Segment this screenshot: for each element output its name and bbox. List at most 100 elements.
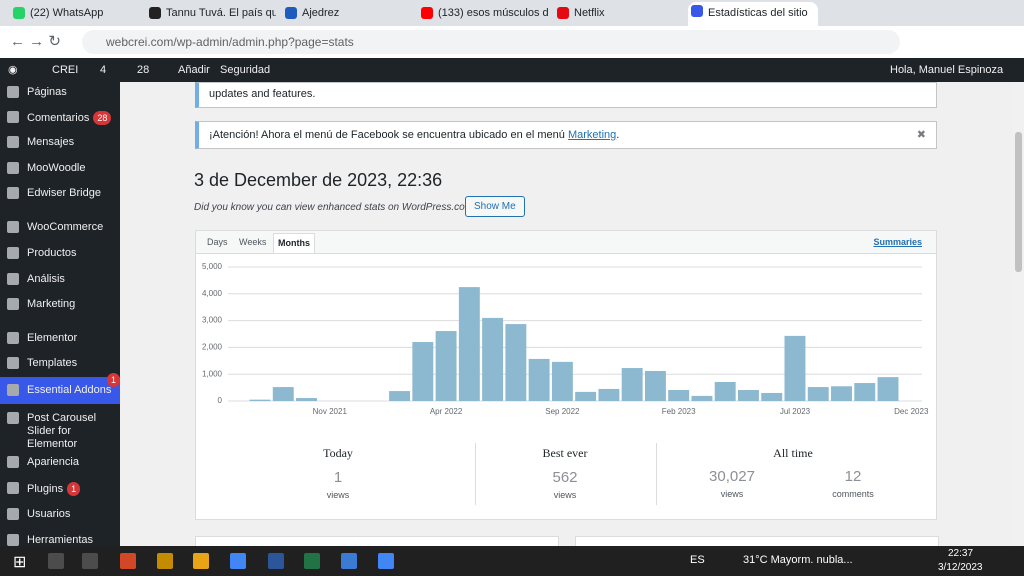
divider	[656, 443, 657, 505]
menu-badge: 1	[67, 482, 81, 496]
menu-icon	[7, 111, 19, 123]
bar	[528, 358, 550, 401]
wp-logo[interactable]: ◉	[8, 64, 18, 76]
admin-bar: ◉ CREI 4 28 Añadir Seguridad Hola, Manue…	[0, 58, 1024, 82]
site-name[interactable]: CREI	[52, 64, 79, 76]
tab-icon	[691, 5, 703, 17]
bar	[807, 387, 829, 401]
taskbar-icon[interactable]	[304, 553, 320, 569]
tab-icon	[13, 7, 25, 19]
greeting[interactable]: Hola, Manuel Espinoza	[890, 64, 1004, 76]
taskbar-icon[interactable]	[230, 553, 246, 569]
summaries-link[interactable]: Summaries	[873, 237, 922, 247]
bar	[389, 391, 411, 401]
menu-icon	[7, 412, 19, 424]
menu-icon	[7, 136, 19, 148]
bar	[435, 331, 457, 401]
menu-item[interactable]: Templates	[0, 357, 120, 370]
tab-title: Tannu Tuvá. El país qu	[166, 7, 276, 19]
updates[interactable]: 4	[100, 64, 107, 76]
scrollbar[interactable]	[1013, 82, 1024, 546]
security[interactable]: Seguridad	[220, 64, 271, 76]
date[interactable]: 3/12/2023	[938, 562, 983, 573]
taskbar-icon[interactable]	[193, 553, 209, 569]
address-row: ← → ↻ webcrei.com/wp-admin/admin.php?pag…	[0, 26, 1024, 59]
bar	[458, 287, 480, 401]
taskbar-icon[interactable]	[268, 553, 284, 569]
clock[interactable]: 22:37	[948, 548, 974, 559]
browser-tab[interactable]: Netflix	[554, 4, 684, 26]
menu-label: Páginas	[27, 86, 67, 98]
value: 562	[552, 469, 578, 486]
today: Today 1 views	[288, 446, 388, 500]
all-time-views: 30,027 views	[682, 468, 782, 499]
period-tab[interactable]: Months	[273, 233, 315, 253]
menu-item[interactable]: Mensajes	[0, 136, 120, 149]
menu-item[interactable]: Comentarios 28	[0, 111, 120, 125]
browser-tab[interactable]: Ajedrez	[282, 4, 412, 26]
y-tick-label: 1,000	[202, 369, 223, 378]
y-tick-label: 3,000	[202, 316, 223, 325]
bar	[621, 368, 643, 401]
menu-item[interactable]: WooCommerce	[0, 221, 120, 234]
menu-item[interactable]: Edwiser Bridge	[0, 187, 120, 200]
tab-title: Estadísticas del sitio	[708, 7, 808, 19]
browser-tab[interactable]: (133) esos músculos d	[418, 4, 548, 26]
menu-label: Herramientas	[27, 534, 94, 546]
nav-buttons[interactable]: ← → ↻	[10, 33, 61, 50]
bar	[272, 387, 294, 401]
menu-item[interactable]: Apariencia	[0, 456, 120, 469]
period-tab[interactable]: Days	[207, 237, 228, 247]
menu-icon	[7, 534, 19, 546]
bar	[691, 395, 713, 401]
menu-item[interactable]: Post Carousel Slider for Elementor	[0, 412, 116, 451]
browser-tab[interactable]: (22) WhatsApp	[10, 4, 140, 26]
scroll-thumb[interactable]	[1015, 132, 1022, 272]
x-tick-label: Feb 2023	[662, 407, 696, 416]
menu-label: MooWoodle	[27, 162, 86, 174]
dismiss[interactable]: ✖	[916, 129, 926, 141]
x-tick-label: Apr 2022	[430, 407, 463, 416]
period-tab[interactable]: Weeks	[239, 237, 267, 247]
menu-item[interactable]: Productos	[0, 247, 120, 260]
taskbar-icon[interactable]	[120, 553, 136, 569]
taskbar-icon[interactable]	[341, 553, 357, 569]
browser-tab[interactable]: Tannu Tuvá. El país qu	[146, 4, 276, 26]
tab-icon	[149, 7, 161, 19]
weather[interactable]: 31°C Mayorm. nubla...	[743, 554, 853, 566]
show-me-button[interactable]: Show Me	[465, 196, 525, 217]
url-bar[interactable]: webcrei.com/wp-admin/admin.php?page=stat…	[82, 30, 900, 54]
browser-tab[interactable]: Estadísticas del sitio	[688, 2, 818, 26]
bar	[668, 390, 690, 401]
bar	[761, 392, 783, 401]
menu-label: Usuarios	[27, 508, 71, 520]
comments-count[interactable]: 28	[137, 64, 150, 76]
taskbar-icon[interactable]	[48, 553, 64, 569]
tab-title: Ajedrez	[302, 7, 340, 19]
taskbar-icon[interactable]	[82, 553, 98, 569]
x-tick-label: Jul 2023	[780, 407, 811, 416]
menu-item[interactable]: Páginas	[0, 86, 120, 99]
bar	[877, 377, 899, 401]
notice-text: updates and features.	[209, 88, 316, 100]
menu-item[interactable]: Plugins 1	[0, 482, 120, 496]
label: Best ever	[542, 446, 588, 460]
menu-item[interactable]: Essential Addons 1	[0, 373, 120, 404]
tab-title: Netflix	[574, 7, 605, 19]
marketing-link[interactable]: Marketing	[567, 129, 617, 141]
menu-item[interactable]: Análisis	[0, 273, 120, 286]
all-time-label: All time	[773, 446, 813, 460]
taskbar-icon[interactable]	[157, 553, 173, 569]
menu-item[interactable]: Usuarios	[0, 508, 120, 521]
new-item[interactable]: Añadir	[178, 64, 210, 76]
menu-item[interactable]: Herramientas	[0, 534, 120, 547]
taskbar-icon[interactable]	[378, 553, 394, 569]
heading: 3 de December de 2023, 22:36	[194, 170, 443, 190]
menu-icon	[7, 187, 19, 199]
notice-text: ¡Atención! Ahora el menú de Facebook se …	[209, 129, 565, 141]
menu-item[interactable]: Elementor	[0, 332, 120, 345]
menu-item[interactable]: Marketing	[0, 298, 120, 311]
menu-item[interactable]: MooWoodle	[0, 162, 120, 175]
language[interactable]: ES	[690, 554, 705, 566]
start[interactable]: ⊞	[13, 554, 27, 571]
